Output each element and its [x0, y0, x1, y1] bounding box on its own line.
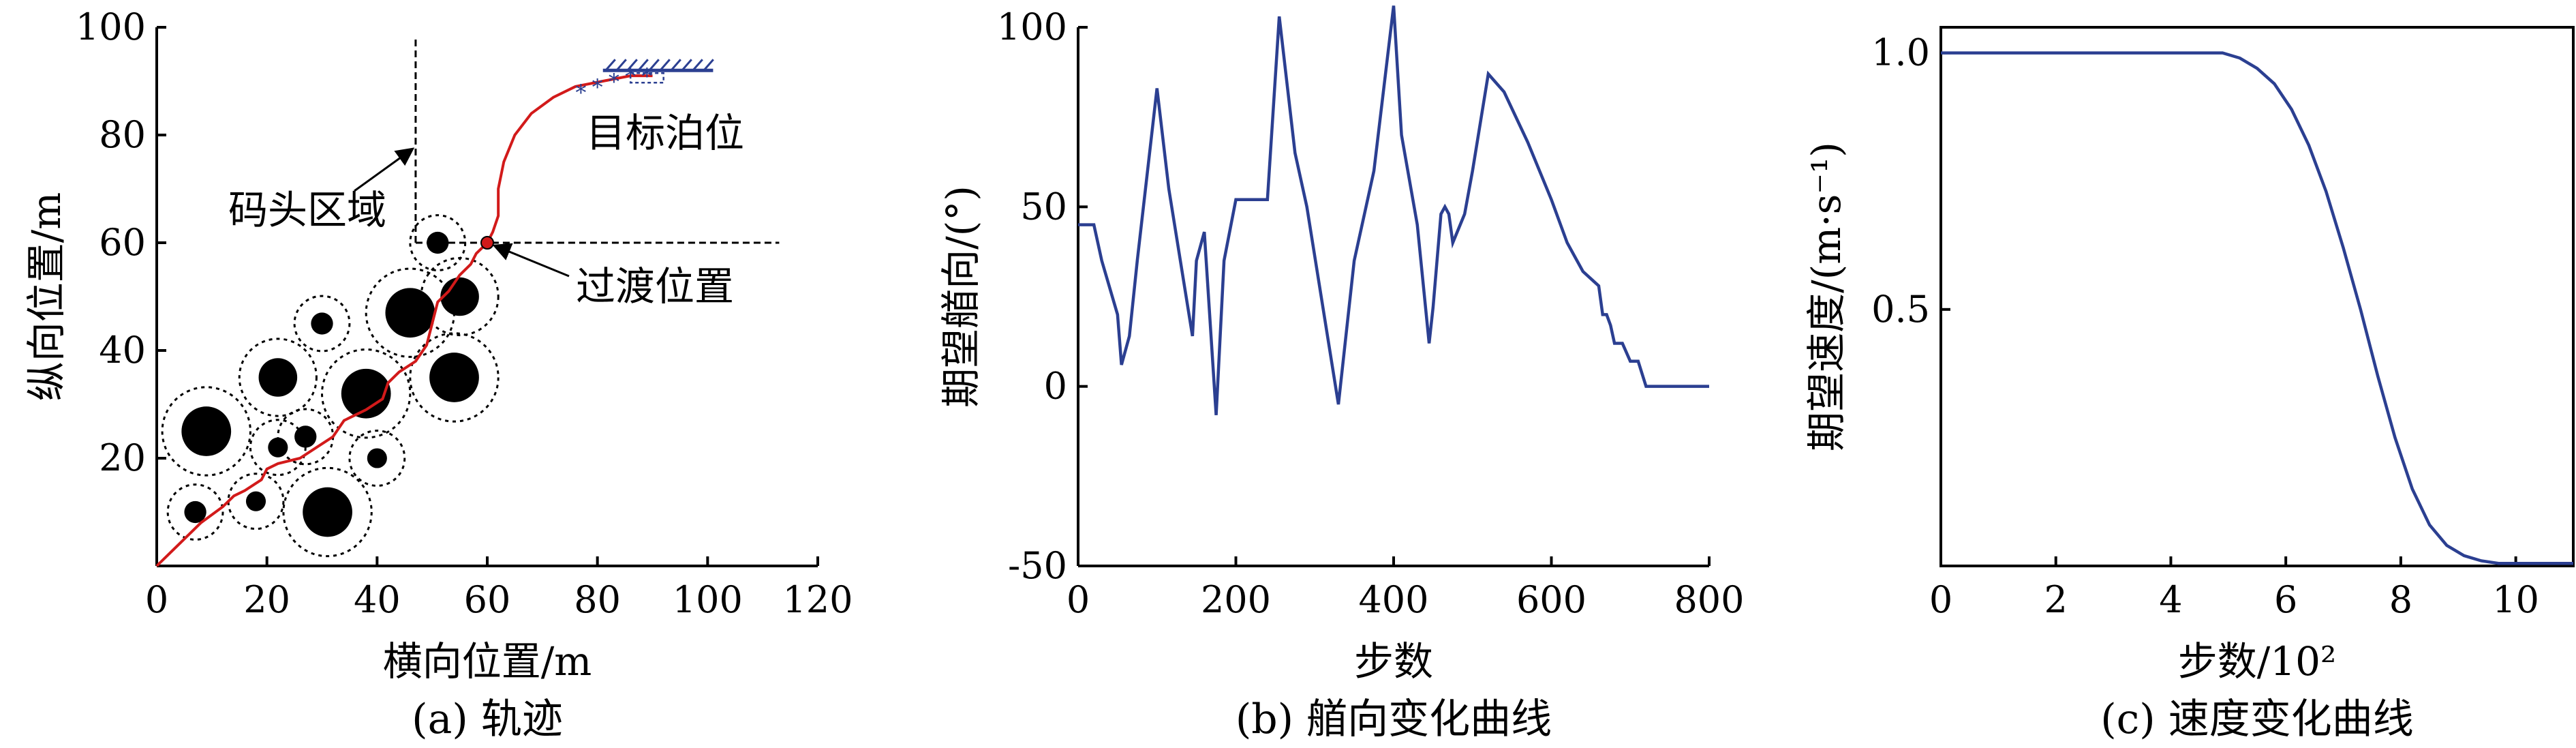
- x-tick-label: 4: [2159, 578, 2182, 621]
- x-tick-label: 60: [464, 578, 511, 621]
- obstacle: [427, 231, 449, 254]
- berth-hatch: [681, 59, 692, 72]
- obstacle-safety-zone: [409, 332, 500, 423]
- x-tick-label: 10: [2492, 578, 2539, 621]
- x-axis-label: 步数: [1354, 638, 1433, 685]
- arrow-transition: [492, 243, 570, 278]
- obstacle-safety-zone: [282, 466, 373, 558]
- berth-hatch: [703, 59, 714, 72]
- obstacle-safety-zone: [409, 214, 467, 271]
- berth-hatch: [604, 59, 616, 72]
- obstacle: [294, 425, 317, 448]
- transition-point: [480, 236, 494, 250]
- obstacle: [367, 448, 387, 468]
- annotation-transition: 过渡位置: [576, 263, 734, 310]
- y-tick-label: 100: [76, 5, 146, 48]
- trajectory-marker: *: [575, 80, 586, 106]
- y-tick-label: 0.5: [1871, 288, 1930, 331]
- annotation-target-berth: 目标泊位: [586, 110, 744, 156]
- obstacle-safety-zone: [348, 430, 406, 487]
- trajectory-marker: *: [609, 69, 619, 95]
- y-tick-label: -50: [1008, 544, 1067, 587]
- berth-hatch: [670, 59, 681, 72]
- x-tick-label: 0: [1067, 578, 1090, 621]
- axes-frame: [1939, 26, 2575, 567]
- obstacle: [245, 491, 266, 511]
- y-axis-label: 期望艏向/(°): [938, 185, 984, 408]
- panel-caption: (a) 轨迹: [412, 695, 563, 743]
- obstacle: [258, 358, 298, 397]
- y-tick-label: 50: [1020, 185, 1067, 228]
- obstacle: [341, 368, 391, 419]
- obstacle: [429, 353, 479, 402]
- x-tick-label: 200: [1201, 578, 1271, 621]
- trajectory-marker: *: [641, 63, 652, 89]
- y-tick-label: 80: [99, 113, 146, 156]
- x-tick-label: 600: [1516, 578, 1586, 621]
- berth-hatch: [659, 59, 671, 72]
- series-line: [1941, 51, 2573, 565]
- obstacle-safety-zone: [161, 386, 251, 477]
- x-tick-label: 40: [354, 578, 401, 621]
- obstacle-safety-zone: [227, 473, 285, 530]
- annotation-dock-area: 码头区域: [228, 187, 386, 233]
- arrow-dock-area: [354, 147, 415, 192]
- berth-hatch: [637, 59, 649, 72]
- x-tick-label: 8: [2389, 578, 2412, 621]
- x-tick-label: 20: [243, 578, 290, 621]
- panel-caption: (b) 艏向变化曲线: [1236, 695, 1552, 743]
- berth-hatch: [615, 59, 627, 72]
- series-line: [1078, 5, 1709, 415]
- x-tick-label: 800: [1674, 578, 1744, 621]
- y-tick-label: 1.0: [1871, 31, 1930, 74]
- y-tick-label: 0: [1044, 365, 1067, 408]
- berth-hatch: [626, 59, 638, 72]
- trajectory-marker: *: [592, 74, 603, 100]
- obstacle: [440, 277, 479, 316]
- obstacle: [385, 288, 435, 338]
- ship-outline: [629, 72, 664, 84]
- obstacle: [181, 406, 232, 456]
- panel-speed: 0 2 4 6 8 10 0.5 1.0 步数/10² 期望速度/(m·s⁻¹) (c) 速度变化曲…: [1803, 26, 2575, 743]
- obstacle-safety-zone: [238, 338, 318, 417]
- x-tick-label: 80: [574, 578, 621, 621]
- trajectory-line: [155, 74, 653, 567]
- obstacle: [303, 487, 352, 537]
- obstacle: [311, 312, 333, 335]
- x-tick-label: 100: [673, 578, 743, 621]
- berth-hatch: [648, 59, 660, 72]
- x-tick-label: 6: [2274, 578, 2297, 621]
- obstacle: [184, 500, 206, 524]
- y-tick-label: 20: [99, 436, 146, 479]
- obstacle-safety-zone: [166, 483, 224, 541]
- berth-hatch: [692, 59, 703, 72]
- y-tick-label: 40: [99, 329, 146, 372]
- trajectory-marker: *: [625, 63, 636, 89]
- y-tick-label: 100: [997, 5, 1067, 48]
- x-axis-label: 横向位置/m: [383, 638, 592, 685]
- panel-caption: (c) 速度变化曲线: [2100, 695, 2414, 743]
- y-tick-label: 60: [99, 221, 146, 264]
- y-axis-label: 纵向位置/m: [23, 192, 70, 402]
- y-axis-label: 期望速度/(m·s⁻¹): [1803, 142, 1850, 451]
- x-tick-label: 400: [1358, 578, 1428, 621]
- obstacle-safety-zone: [321, 348, 412, 439]
- x-tick-label: 0: [145, 578, 168, 621]
- obstacle-safety-zone: [293, 295, 351, 353]
- x-axis-label: 步数/10²: [2178, 638, 2337, 685]
- x-tick-label: 0: [1929, 578, 1952, 621]
- panel-trajectory: 0 20 40 60 80 100 120 20 40 60 80 100 横向位置/m 纵向位置/m (a…: [23, 5, 853, 743]
- x-tick-label: 2: [2044, 578, 2068, 621]
- x-tick-label: 120: [782, 578, 853, 621]
